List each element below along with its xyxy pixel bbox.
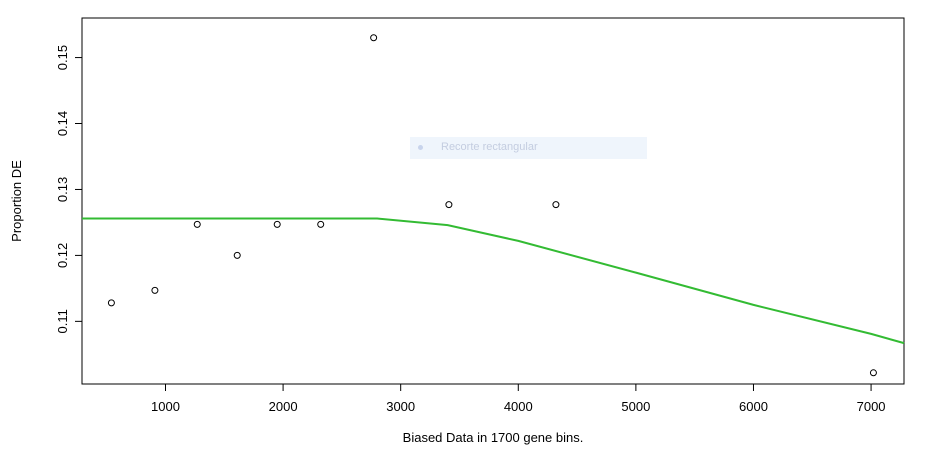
data-point xyxy=(151,286,159,294)
data-point xyxy=(445,201,453,209)
data-point xyxy=(193,220,201,228)
snip-dot-icon xyxy=(418,145,423,150)
data-point xyxy=(233,251,241,259)
y-tick-label: 0.11 xyxy=(55,309,70,333)
x-tick-label: 2000 xyxy=(269,399,298,414)
data-point xyxy=(273,220,281,228)
data-point xyxy=(317,220,325,228)
plot-frame xyxy=(81,17,905,385)
data-point xyxy=(107,299,115,307)
data-point xyxy=(869,369,877,377)
x-tick-label: 5000 xyxy=(621,399,650,414)
x-axis-title: Biased Data in 1700 gene bins. xyxy=(403,430,584,445)
x-tick-label: 1000 xyxy=(151,399,180,414)
data-point xyxy=(552,201,560,209)
data-point xyxy=(370,34,378,42)
x-axis: 1000 2000 3000 4000 5000 6000 7000 xyxy=(151,384,886,414)
x-tick-label: 6000 xyxy=(739,399,768,414)
y-axis: 0.11 0.12 0.13 0.14 0.15 xyxy=(55,45,82,334)
y-tick-label: 0.13 xyxy=(55,177,70,202)
x-tick-label: 3000 xyxy=(386,399,415,414)
y-tick-label: 0.14 xyxy=(55,111,70,136)
fit-curve-group xyxy=(82,217,905,345)
y-tick-label: 0.15 xyxy=(55,45,70,70)
data-points xyxy=(107,34,877,377)
x-tick-label: 7000 xyxy=(857,399,886,414)
snipping-tool-tooltip: Recorte rectangular xyxy=(410,137,647,159)
fit-curve xyxy=(82,217,905,345)
snip-tooltip-label: Recorte rectangular xyxy=(441,141,538,153)
x-tick-label: 4000 xyxy=(504,399,533,414)
y-axis-title: Proportion DE xyxy=(9,160,24,242)
y-tick-label: 0.12 xyxy=(55,243,70,268)
